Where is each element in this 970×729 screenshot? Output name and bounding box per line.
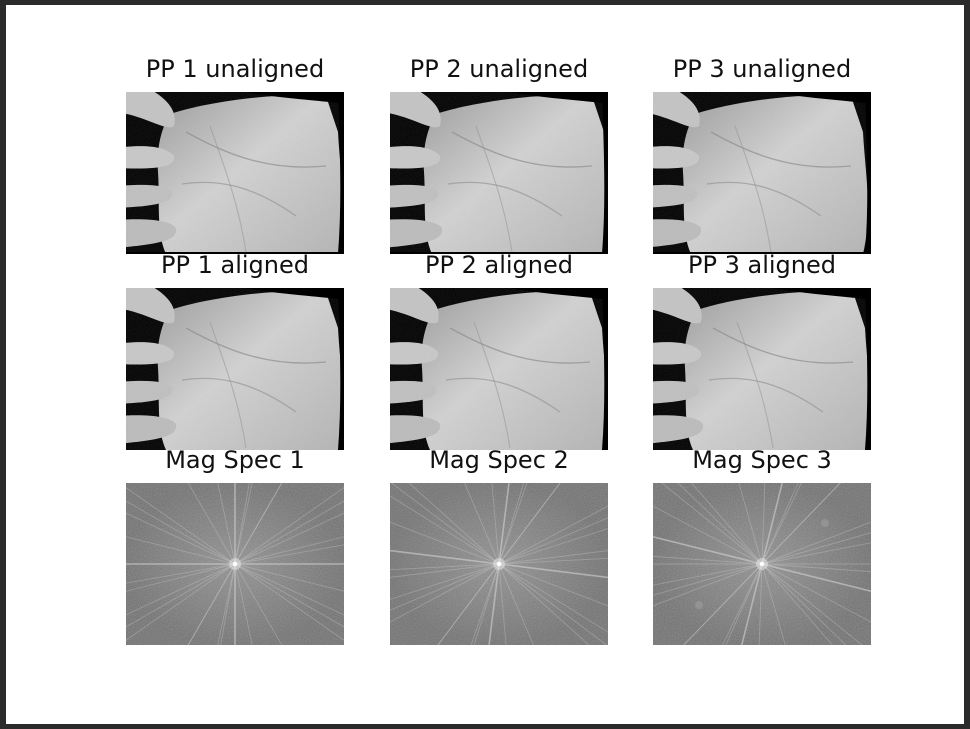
panel-title: PP 1 aligned: [161, 251, 309, 279]
hand-image: [126, 288, 344, 450]
panel-pp1-unaligned: PP 1 unaligned: [126, 55, 344, 254]
panel-title: PP 2 aligned: [425, 251, 573, 279]
panel-pp2-unaligned: PP 2 unaligned: [390, 55, 608, 254]
hand-image: [390, 288, 608, 450]
panel-title: PP 1 unaligned: [145, 55, 325, 83]
panel-mag-spec-1: Mag Spec 1: [126, 446, 344, 645]
panel-pp1-aligned: PP 1 aligned: [126, 251, 344, 450]
spectrum-image: [390, 483, 608, 645]
panel-title: Mag Spec 3: [692, 446, 832, 474]
hand-image: [653, 288, 871, 450]
panel-title: PP 3 aligned: [688, 251, 836, 279]
spectrum-image: [653, 483, 871, 645]
panel-title: PP 2 unaligned: [409, 55, 589, 83]
panel-mag-spec-3: Mag Spec 3: [653, 446, 871, 645]
hand-image: [390, 92, 608, 254]
hand-image: [653, 92, 871, 254]
panel-pp2-aligned: PP 2 aligned: [390, 251, 608, 450]
panel-title: Mag Spec 1: [165, 446, 305, 474]
panel-mag-spec-2: Mag Spec 2: [390, 446, 608, 645]
panel-title: Mag Spec 2: [429, 446, 569, 474]
panel-pp3-unaligned: PP 3 unaligned: [653, 55, 871, 254]
panel-title: PP 3 unaligned: [672, 55, 852, 83]
spectrum-image: [126, 483, 344, 645]
panel-pp3-aligned: PP 3 aligned: [653, 251, 871, 450]
hand-image: [126, 92, 344, 254]
figure-canvas: PP 1 unaligned PP 2 unaligned PP 3 unali…: [6, 5, 964, 724]
